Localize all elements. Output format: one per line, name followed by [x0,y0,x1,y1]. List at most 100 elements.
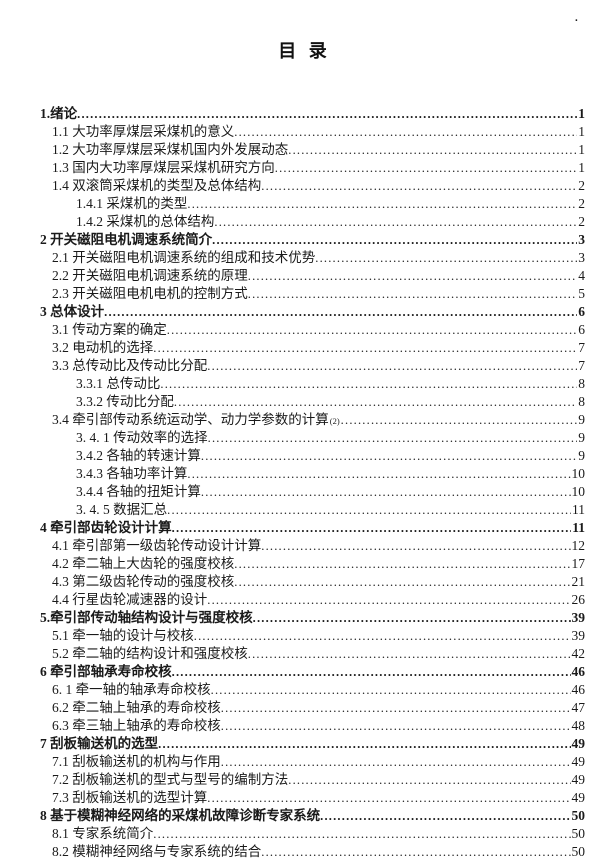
toc-entry[interactable]: 2.3 开关磁阻电机电机的控制方式 5 [40,285,585,303]
toc-entry[interactable]: 1.4 双滚筒采煤机的类型及总体结构 2 [40,177,585,195]
toc-entry-label: 7.1 刮板输送机的机构与作用 [52,754,221,769]
toc-entry-page: 9 [578,430,585,445]
toc-entry-page: 10 [571,466,586,481]
toc-entry[interactable]: 4.4 行星齿轮减速器的设计 26 [40,591,585,609]
toc-leader-dots [201,447,577,465]
toc-entry[interactable]: 3.3 总传动比及传动比分配 7 [40,357,585,375]
toc-entry-page: 10 [571,484,586,499]
toc-leader-dots [187,195,577,213]
toc-entry[interactable]: 3.3.2 传动比分配 8 [40,393,585,411]
toc-entry-page: 12 [571,538,586,553]
toc-entry[interactable]: 3.2 电动机的选择 7 [40,339,585,357]
toc-entry-label: 6 牵引部轴承寿命校核 [40,664,172,679]
toc-entry-label: 4.4 行星齿轮减速器的设计 [52,592,208,607]
toc-entry[interactable]: 2.1 开关磁阻电机调速系统的组成和技术优势 3 [40,249,585,267]
toc-entry[interactable]: 1.4.2 采煤机的总体结构 2 [40,213,585,231]
toc-leader-dots [207,591,570,609]
toc-entry[interactable]: 6 牵引部轴承寿命校核 46 [40,663,585,681]
toc-entry-page: 21 [571,574,586,589]
toc-entry-page: 49 [571,754,586,769]
toc-entry[interactable]: 8 基于模糊神经网络的采煤机故障诊断专家系统 50 [40,807,585,825]
toc-entry[interactable]: 7.3 刮板输送机的选型计算 49 [40,789,585,807]
toc-entry[interactable]: 1.2 大功率厚煤层采煤机国内外发展动态 1 [40,141,585,159]
toc-entry-page: 26 [571,592,586,607]
toc-entry[interactable]: 7 刮板输送机的选型 49 [40,735,585,753]
toc-entry-page: 4 [578,268,585,283]
toc-leader-dots [174,393,577,411]
toc-entry[interactable]: 3.4.2 各轴的转速计算 9 [40,447,585,465]
toc-leader-dots [172,519,572,537]
toc-entry[interactable]: 3.4 牵引部传动系统运动学、动力学参数的计算 (2) 9 [40,411,585,429]
toc-entry-page: 9 [578,448,585,463]
toc-entry-label: 1.1 大功率厚煤层采煤机的意义 [52,124,235,139]
toc-leader-dots [261,843,570,861]
toc-leader-dots [104,303,577,321]
toc-entry[interactable]: 1.1 大功率厚煤层采煤机的意义 1 [40,123,585,141]
toc-entry[interactable]: 5.2 牵二轴的结构设计和强度校核 42 [40,645,585,663]
toc-entry-page: 49 [571,790,586,805]
toc-leader-dots [275,159,578,177]
toc-entry[interactable]: 4.2 牵二轴上大齿轮的强度校核 17 [40,555,585,573]
toc-entry-page: 2 [578,214,585,229]
toc-entry[interactable]: 3.4.4 各轴的扭矩计算 10 [40,483,585,501]
toc-entry[interactable]: 6. 1 牵一轴的轴承寿命校核 46 [40,681,585,699]
toc-entry-page: 9 [578,412,585,427]
toc-entry[interactable]: 7.2 刮板输送机的型式与型号的编制方法 49 [40,771,585,789]
toc-leader-dots [221,753,571,771]
toc-entry[interactable]: 6.2 牵二轴上轴承的寿命校核 47 [40,699,585,717]
toc-entry[interactable]: 3. 4. 1 传动效率的选择 9 [40,429,585,447]
toc-entry[interactable]: 4.3 第二级齿轮传动的强度校核 21 [40,573,585,591]
toc-entry-page: 48 [571,718,586,733]
toc-entry-page: 46 [571,682,586,697]
toc-leader-dots [261,537,570,555]
toc-leader-dots [261,177,577,195]
toc-leader-dots [211,681,571,699]
toc-entry[interactable]: 5.牵引部传动轴结构设计与强度校核 39 [40,609,585,627]
toc-list: 1.绪论 1 1.1 大功率厚煤层采煤机的意义 1 1.2 大功率厚煤层采煤机国… [40,105,585,861]
toc-entry[interactable]: 4.1 牵引部第一级齿轮传动设计计算 12 [40,537,585,555]
toc-entry-page: 11 [572,520,585,535]
toc-entry-sup: (2) [329,416,340,426]
toc-entry-label: 8.2 模糊神经网络与专家系统的结合 [52,844,262,859]
toc-entry[interactable]: 4 牵引部齿轮设计计算 11 [40,519,585,537]
toc-entry[interactable]: 3.1 传动方案的确定 6 [40,321,585,339]
toc-leader-dots [160,375,577,393]
toc-entry[interactable]: 3 总体设计 6 [40,303,585,321]
toc-entry[interactable]: 3. 4. 5 数据汇总 11 [40,501,585,519]
toc-entry[interactable]: 6.3 牵三轴上轴承的寿命校核 48 [40,717,585,735]
toc-leader-dots [208,429,578,447]
toc-entry-label: 3.3.1 总传动比 [76,376,161,391]
toc-entry-page: 1 [578,142,585,157]
toc-entry-label: 1.2 大功率厚煤层采煤机国内外发展动态 [52,142,289,157]
toc-entry-page: 50 [571,808,586,823]
toc-entry[interactable]: 7.1 刮板输送机的机构与作用 49 [40,753,585,771]
toc-entry[interactable]: 5.1 牵一轴的设计与校核 39 [40,627,585,645]
toc-entry-page: 1 [578,124,585,139]
toc-leader-dots [187,465,570,483]
toc-entry-label: 2.3 开关磁阻电机电机的控制方式 [52,286,248,301]
toc-leader-dots [214,213,577,231]
toc-leader-dots [248,285,578,303]
toc-leader-dots [167,501,571,519]
toc-entry-label: 1.绪论 [40,106,78,121]
toc-leader-dots [248,267,578,285]
toc-entry[interactable]: 3.3.1 总传动比 8 [40,375,585,393]
toc-entry[interactable]: 1.绪论 1 [40,105,585,123]
toc-leader-dots [167,321,578,339]
toc-entry[interactable]: 1.4.1 采煤机的类型 2 [40,195,585,213]
toc-entry[interactable]: 3.4.3 各轴功率计算 10 [40,465,585,483]
toc-leader-dots [172,663,571,681]
toc-leader-dots [221,699,571,717]
toc-entry-page: 6 [578,304,585,319]
toc-entry[interactable]: 2.2 开关磁阻电机调速系统的原理 4 [40,267,585,285]
toc-leader-dots [320,807,570,825]
toc-entry[interactable]: 1.3 国内大功率厚煤层采煤机研究方向 1 [40,159,585,177]
toc-entry-page: 11 [572,502,585,517]
stray-dot-artifact: . [575,12,578,24]
toc-entry[interactable]: 8.1 专家系统简介 50 [40,825,585,843]
toc-entry-label: 1.4.1 采煤机的类型 [76,196,188,211]
toc-entry-label: 3.4.2 各轴的转速计算 [76,448,201,463]
toc-entry[interactable]: 2 开关磁阻电机调速系统简介 3 [40,231,585,249]
toc-entry[interactable]: 8.2 模糊神经网络与专家系统的结合 50 [40,843,585,861]
toc-entry-page: 50 [571,844,586,859]
